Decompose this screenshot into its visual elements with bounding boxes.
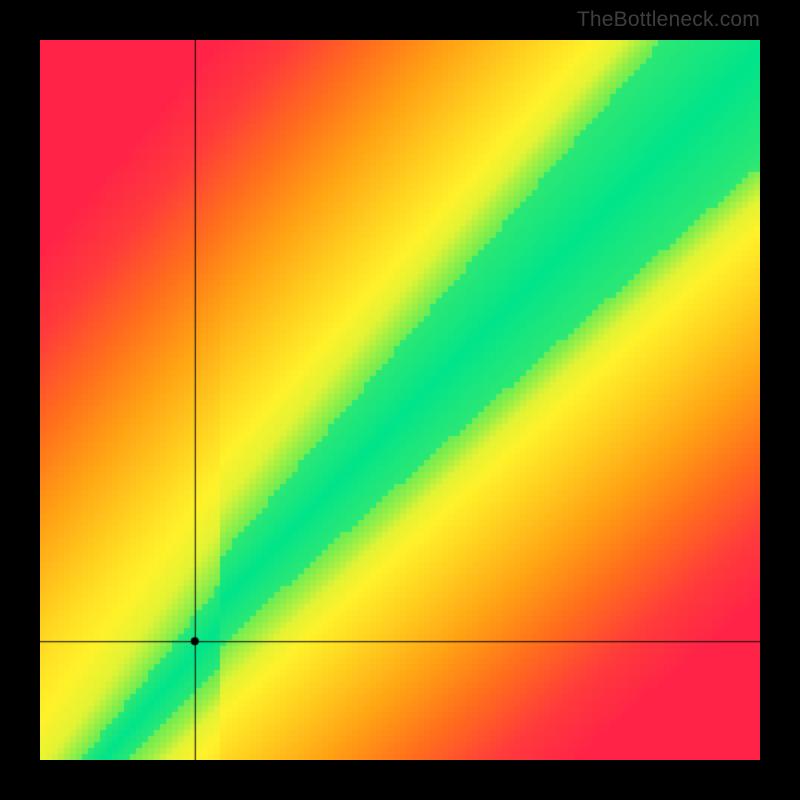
heatmap-plot-area (40, 40, 760, 760)
heatmap-canvas (40, 40, 760, 760)
outer-black-frame: TheBottleneck.com (0, 0, 800, 800)
watermark-text: TheBottleneck.com (577, 8, 760, 32)
